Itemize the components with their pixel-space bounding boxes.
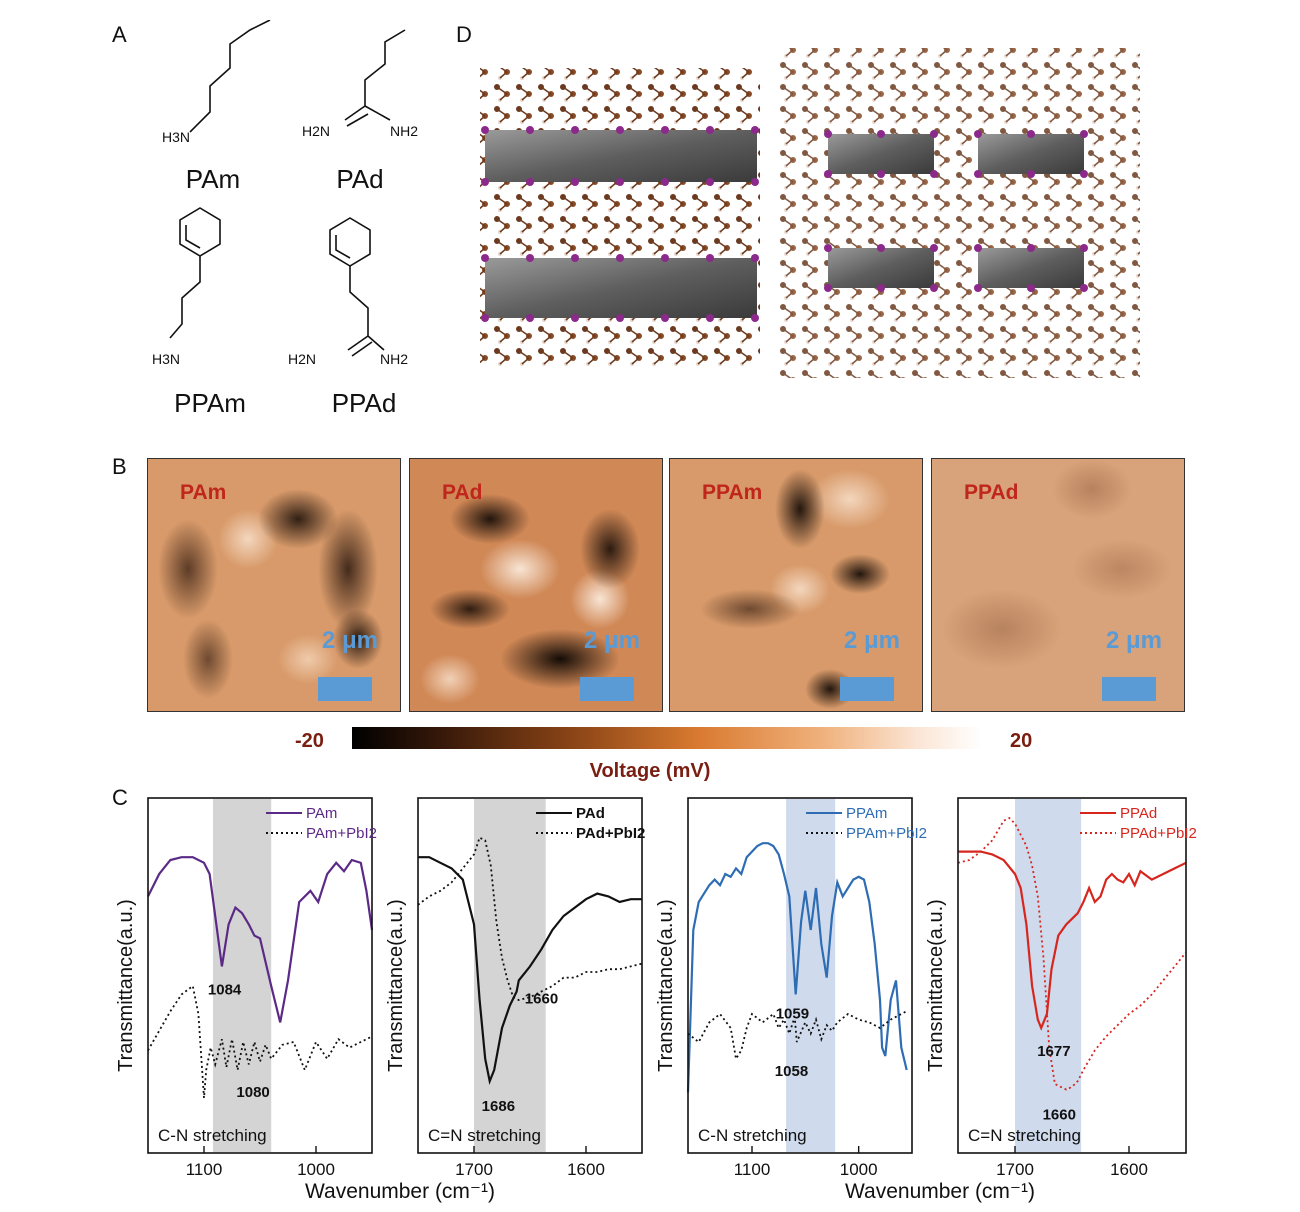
inorganic-layer-bottom [485, 258, 757, 318]
peak-label: 1686 [482, 1098, 515, 1115]
y-axis-label: Transmittance(a.u.) [655, 899, 677, 1072]
pad-amine-right-label: NH2 [390, 123, 418, 139]
afm-image-ppam: PPAm 2 μm [669, 458, 923, 712]
annotation-note: C-N stretching [158, 1126, 267, 1145]
annotation-note: C=N stretching [968, 1126, 1081, 1145]
peak-label: 1084 [208, 981, 242, 998]
legend-label: PPAd [1120, 805, 1157, 822]
peak-label: 1080 [236, 1084, 269, 1101]
ppad-amine-left-label: H2N [288, 351, 316, 367]
molecule-name-pad: PAd [336, 164, 384, 194]
afm-image-pam: PAm 2 μm [147, 458, 401, 712]
molecule-name-ppad: PPAd [331, 388, 397, 418]
colorbar-max-label: 20 [1010, 730, 1033, 752]
series-line-pad-pbi2 [417, 836, 643, 1001]
legend-label: PPAm [846, 805, 887, 822]
colorbar-min-label: -20 [295, 730, 324, 752]
peak-label: 1059 [776, 1005, 809, 1022]
molecule-name-pam: PAm [185, 164, 241, 194]
legend-label: PAm+PbI2 [306, 825, 377, 842]
legend-label: PAd [576, 805, 605, 822]
afm-image-pad: PAd 2 μm [409, 458, 663, 712]
crystal-structures [480, 48, 1140, 378]
afm-label: PAm [180, 481, 227, 504]
afm-label: PAd [442, 481, 483, 504]
molecule-structures: H3N H2N NH2 H3N H2N NH2 [152, 20, 418, 367]
inorganic-block-2 [978, 134, 1084, 174]
scale-bar [580, 677, 634, 701]
y-axis-label: Transmittance(a.u.) [925, 899, 947, 1072]
series-line-ppam-pbi2 [687, 1010, 908, 1062]
scale-bar-label: 2 μm [1105, 627, 1162, 654]
afm-image-ppad: PPAd 2 μm [931, 458, 1185, 712]
pam-amine-label: H3N [162, 129, 190, 145]
x-tick-label: 1100 [734, 1160, 771, 1179]
y-axis-label: Transmittance(a.u.) [385, 899, 407, 1072]
x-tick-label: 1600 [1110, 1160, 1148, 1179]
afm-label: PPAm [702, 481, 763, 504]
scale-bar-label: 2 μm [321, 627, 378, 654]
molecule-name-ppam: PPAm [174, 388, 246, 418]
panel-letter-b: B [112, 454, 127, 479]
chart-frame [957, 797, 1187, 1154]
peak-label: 1660 [1043, 1107, 1076, 1124]
chart-frame [147, 797, 373, 1154]
pam-chain [189, 20, 271, 133]
colorbar-title: Voltage (mV) [589, 760, 711, 782]
panel-letter-d: D [456, 22, 472, 47]
peak-label: 1058 [775, 1063, 808, 1080]
peak-label: 1677 [1037, 1043, 1070, 1060]
scale-bar [318, 677, 372, 701]
chart-frame [417, 797, 643, 1154]
panel-letter-a: A [112, 22, 127, 47]
scale-bar [1102, 677, 1156, 701]
scale-bar-label: 2 μm [583, 627, 640, 654]
ppam-amine-label: H3N [152, 351, 180, 367]
x-axis-label: Wavenumber (cm⁻¹) [845, 1180, 1035, 1203]
shaded-region [474, 799, 546, 1152]
panel-letter-c: C [112, 785, 128, 810]
x-tick-label: 1700 [455, 1160, 493, 1179]
legend-label: PAd+PbI2 [576, 825, 645, 842]
x-tick-label: 1600 [567, 1160, 605, 1179]
scale-bar [840, 677, 894, 701]
ppad-amine-right-label: NH2 [380, 351, 408, 367]
x-tick-label: 1100 [186, 1160, 223, 1179]
series-line-pam [147, 856, 374, 1023]
scale-bar-label: 2 μm [843, 627, 900, 654]
inorganic-block-3 [828, 248, 934, 288]
y-axis-label: Transmittance(a.u.) [115, 899, 137, 1072]
annotation-note: C=N stretching [428, 1126, 541, 1145]
inorganic-block-4 [978, 248, 1084, 288]
pad-amine-left-label: H2N [302, 123, 330, 139]
colorbar [352, 727, 982, 749]
x-axis-label: Wavenumber (cm⁻¹) [305, 1180, 495, 1203]
inorganic-layer-top [485, 130, 757, 182]
series-line-pad [418, 856, 642, 1086]
shaded-region [212, 799, 272, 1152]
annotation-note: C-N stretching [698, 1126, 807, 1145]
chart-frame [687, 797, 913, 1154]
series-line-ppam [686, 842, 908, 1093]
legend-label: PAm [306, 805, 337, 822]
series-line-ppad [958, 850, 1187, 1031]
legend-label: PPAm+PbI2 [846, 825, 927, 842]
inorganic-block-1 [828, 134, 934, 174]
ftir-charts: PAm PAm+PbI2 1100 1000 Transmittance(a.u.) C-… [115, 797, 1197, 1203]
afm-label: PPAd [964, 481, 1019, 504]
x-tick-label: 1000 [840, 1160, 878, 1179]
shaded-region [1015, 799, 1082, 1152]
legend-label: PPAd+PbI2 [1120, 825, 1197, 842]
x-tick-label: 1000 [297, 1160, 335, 1179]
x-tick-label: 1700 [996, 1160, 1034, 1179]
pad-chain [344, 29, 406, 121]
peak-label: 1660 [525, 991, 558, 1008]
